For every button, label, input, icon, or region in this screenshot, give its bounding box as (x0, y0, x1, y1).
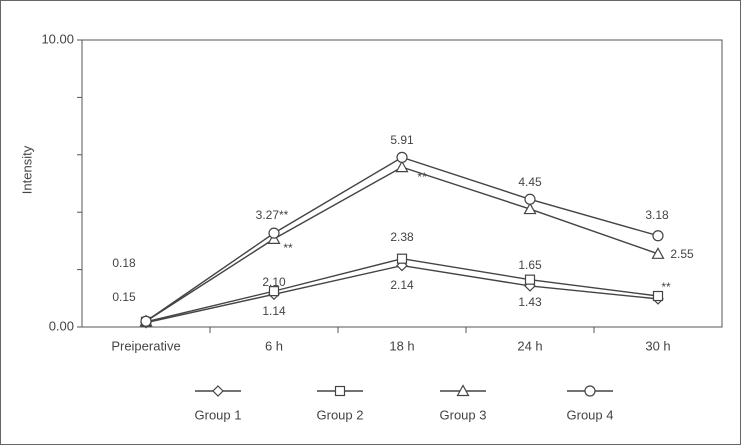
legend-marker (334, 385, 346, 397)
marker (268, 227, 280, 239)
y-axis-label: Intensity (19, 145, 34, 194)
marker (524, 274, 536, 285)
annotation: 1.43 (518, 295, 542, 309)
x-tick-label: Preiperative (111, 338, 180, 353)
annotation: 2.14 (390, 278, 414, 292)
annotation: ** (417, 170, 427, 184)
marker (396, 151, 408, 163)
plot-area (81, 39, 723, 328)
y-tick-label: 0.00 (49, 318, 74, 333)
marker (140, 315, 152, 327)
legend-marker (456, 384, 470, 397)
x-tick-label: 18 h (389, 338, 414, 353)
y-tick-label: 10.00 (41, 31, 74, 46)
marker (652, 290, 664, 302)
legend-label: Group 2 (317, 407, 364, 422)
annotation: ** (661, 280, 671, 294)
annotation: 0.15 (112, 290, 136, 304)
marker (651, 247, 665, 259)
annotation: 2.38 (390, 230, 414, 244)
marker (268, 286, 280, 297)
annotation: 4.45 (518, 175, 542, 189)
marker (523, 202, 537, 215)
marker (524, 193, 536, 205)
legend-label: Group 4 (567, 407, 614, 422)
legend-label: Group 3 (440, 407, 487, 422)
annotation: 1.65 (518, 258, 542, 272)
x-tick-label: 6 h (265, 338, 283, 353)
legend-marker (584, 385, 596, 397)
legend-marker (212, 385, 224, 397)
annotation: 3.27** (256, 208, 289, 222)
marker (652, 230, 664, 242)
legend-label: Group 1 (195, 407, 242, 422)
annotation: 2.10 (262, 275, 286, 289)
annotation: 0.18 (112, 256, 136, 270)
marker (395, 160, 409, 173)
annotation: 3.18 (645, 208, 669, 222)
annotation: 2.55 (670, 247, 694, 261)
x-tick-label: 30 h (645, 338, 670, 353)
marker (396, 253, 408, 264)
annotation: ** (283, 241, 293, 255)
annotation: 1.14 (262, 304, 286, 318)
annotation: 5.91 (390, 133, 414, 147)
x-tick-label: 24 h (517, 338, 542, 353)
